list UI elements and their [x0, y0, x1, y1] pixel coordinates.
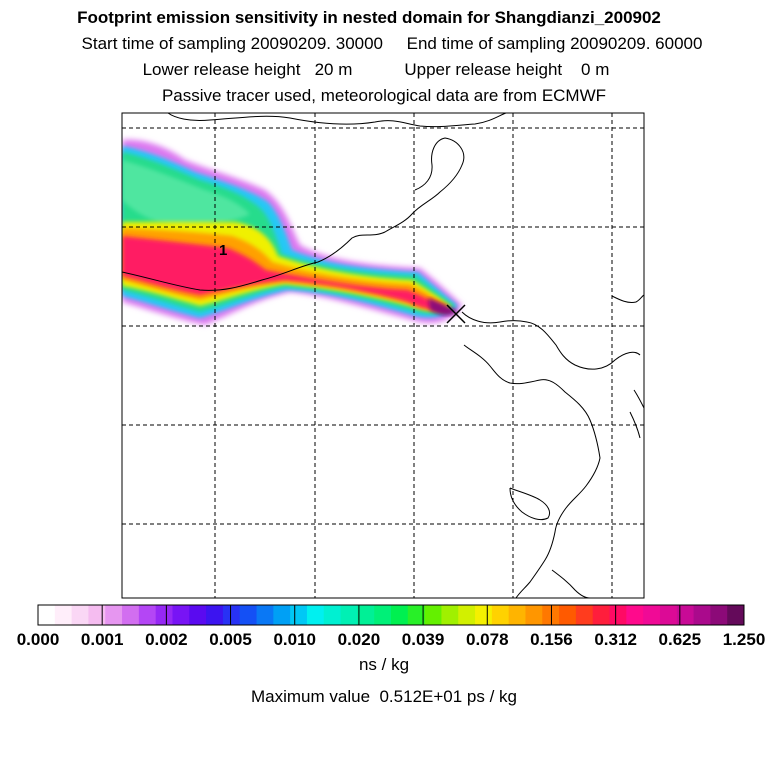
map-frame — [121, 112, 645, 599]
colorbar-cell — [38, 605, 56, 625]
colorbar-tick-label: 0.000 — [16, 630, 60, 649]
colorbar-cell — [155, 605, 173, 625]
colorbar-tick-label: 1.250 — [722, 630, 766, 649]
colorbar-tick-label: 0.625 — [658, 630, 702, 649]
colorbar-tick-label: 0.005 — [209, 630, 252, 649]
colorbar-cell — [222, 605, 241, 625]
sampling-times: Start time of sampling 20090209. 30000 E… — [81, 34, 703, 53]
plume-lobe-upper — [122, 160, 250, 226]
maximum-value: Maximum value 0.512E+01 ps / kg — [251, 687, 517, 706]
colorbar-tick-label: 0.010 — [273, 630, 316, 649]
colorbar-cell — [458, 605, 476, 625]
colorbar-cell — [659, 605, 678, 625]
coastlines — [121, 112, 645, 599]
colorbar-tick-label: 0.039 — [401, 630, 445, 649]
colorbar-cell — [693, 605, 711, 625]
colorbar-cell — [206, 605, 224, 625]
colorbar-cell — [54, 605, 73, 625]
colorbar-cell — [441, 605, 459, 625]
colorbar-cell — [542, 605, 560, 625]
colorbar-cell — [424, 605, 442, 625]
colorbar-cell — [256, 605, 274, 625]
colorbar-cell — [239, 605, 258, 625]
receptor-marker — [446, 304, 466, 324]
colorbar-cell — [391, 605, 409, 625]
colorbar-cell — [508, 605, 526, 625]
colorbar-cell — [676, 605, 695, 625]
plume-max-label: 1 — [219, 242, 227, 259]
plume-core — [428, 298, 458, 316]
colorbar-cell — [559, 605, 577, 625]
colorbar-cell — [475, 605, 493, 625]
colorbar-tick-label: 0.312 — [594, 630, 637, 649]
colorbar-cell — [592, 605, 611, 625]
colorbar-cell — [491, 605, 510, 625]
colorbar-cell — [357, 605, 375, 625]
plume-band-magenta — [122, 236, 446, 310]
colorbar-cell — [122, 605, 140, 625]
colorbar-cell — [105, 605, 123, 625]
colorbar-cell — [407, 605, 426, 625]
colorbar-cell — [710, 605, 728, 625]
colorbar-tick-label: 0.001 — [80, 630, 124, 649]
colorbar-tick-label: 0.078 — [465, 630, 509, 649]
colorbar-cell — [340, 605, 358, 625]
colorbar-cell — [306, 605, 325, 625]
colorbar-cell — [575, 605, 594, 625]
colorbar-tick-label: 0.002 — [145, 630, 188, 649]
colorbar-cell — [71, 605, 89, 625]
colorbar-cell — [189, 605, 207, 625]
colorbar-units: ns / kg — [358, 655, 410, 674]
colorbar-cell — [609, 605, 627, 625]
colorbar-cell — [525, 605, 543, 625]
colorbar-cell — [626, 605, 644, 625]
colorbar-cell — [290, 605, 308, 625]
colorbar-cell — [273, 605, 291, 625]
release-heights: Lower release height 20 m Upper release … — [142, 60, 610, 79]
colorbar-cell — [323, 605, 342, 625]
colorbar-cell — [88, 605, 106, 625]
lat-lon-grid — [122, 113, 644, 598]
colorbar-cell — [138, 605, 157, 625]
colorbar-cell — [727, 605, 745, 625]
colorbar-cell — [374, 605, 392, 625]
tracer-info: Passive tracer used, meteorological data… — [161, 86, 607, 105]
plot-title: Footprint emission sensitivity in nested… — [77, 8, 661, 27]
plume-field — [122, 139, 462, 325]
colorbar-cell — [172, 605, 190, 625]
colorbar-cell — [643, 605, 661, 625]
colorbar-tick-label: 0.156 — [530, 630, 573, 649]
colorbar-tick-label: 0.020 — [337, 630, 381, 649]
colorbar — [37, 604, 745, 626]
